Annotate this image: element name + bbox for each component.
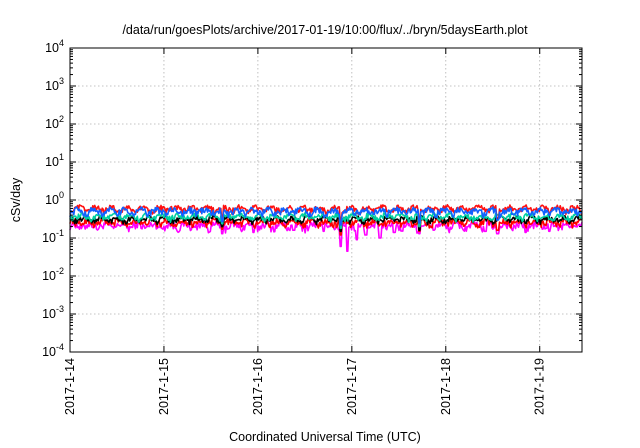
y-tick-label: 10-2 [42,266,64,283]
y-tick-label: 103 [45,76,64,93]
y-tick-label: 10-1 [42,228,64,245]
x-tick-label: 2017-1-17 [345,358,359,415]
series-group [69,204,583,252]
x-axis: 2017-1-14 2017-1-15 2017-1-16 2017-1-17 2017… [63,48,547,415]
y-tick-label: 10-3 [42,304,64,321]
x-tick-label: 2017-1-16 [251,358,265,415]
series-line [69,206,583,226]
x-tick-label: 2017-1-19 [533,358,547,415]
y-tick-label: 102 [45,114,64,131]
x-tick-label: 2017-1-14 [63,358,77,415]
x-tick-label: 2017-1-18 [439,358,453,415]
y-tick-label: 100 [45,190,64,207]
chart-title: /data/run/goesPlots/archive/2017-01-19/1… [122,23,528,37]
x-tick-label: 2017-1-15 [157,358,171,415]
series-line [69,214,582,233]
grid-lines [70,48,582,352]
y-axis-label: cSv/day [9,177,23,222]
x-axis-label: Coordinated Universal Time (UTC) [229,430,421,444]
y-axis: 10-4 10-3 10-2 10-1 100 101 102 103 104 [42,38,582,359]
y-tick-label: 101 [45,152,64,169]
y-tick-label: 10-4 [42,342,64,359]
y-tick-label: 104 [45,38,64,55]
